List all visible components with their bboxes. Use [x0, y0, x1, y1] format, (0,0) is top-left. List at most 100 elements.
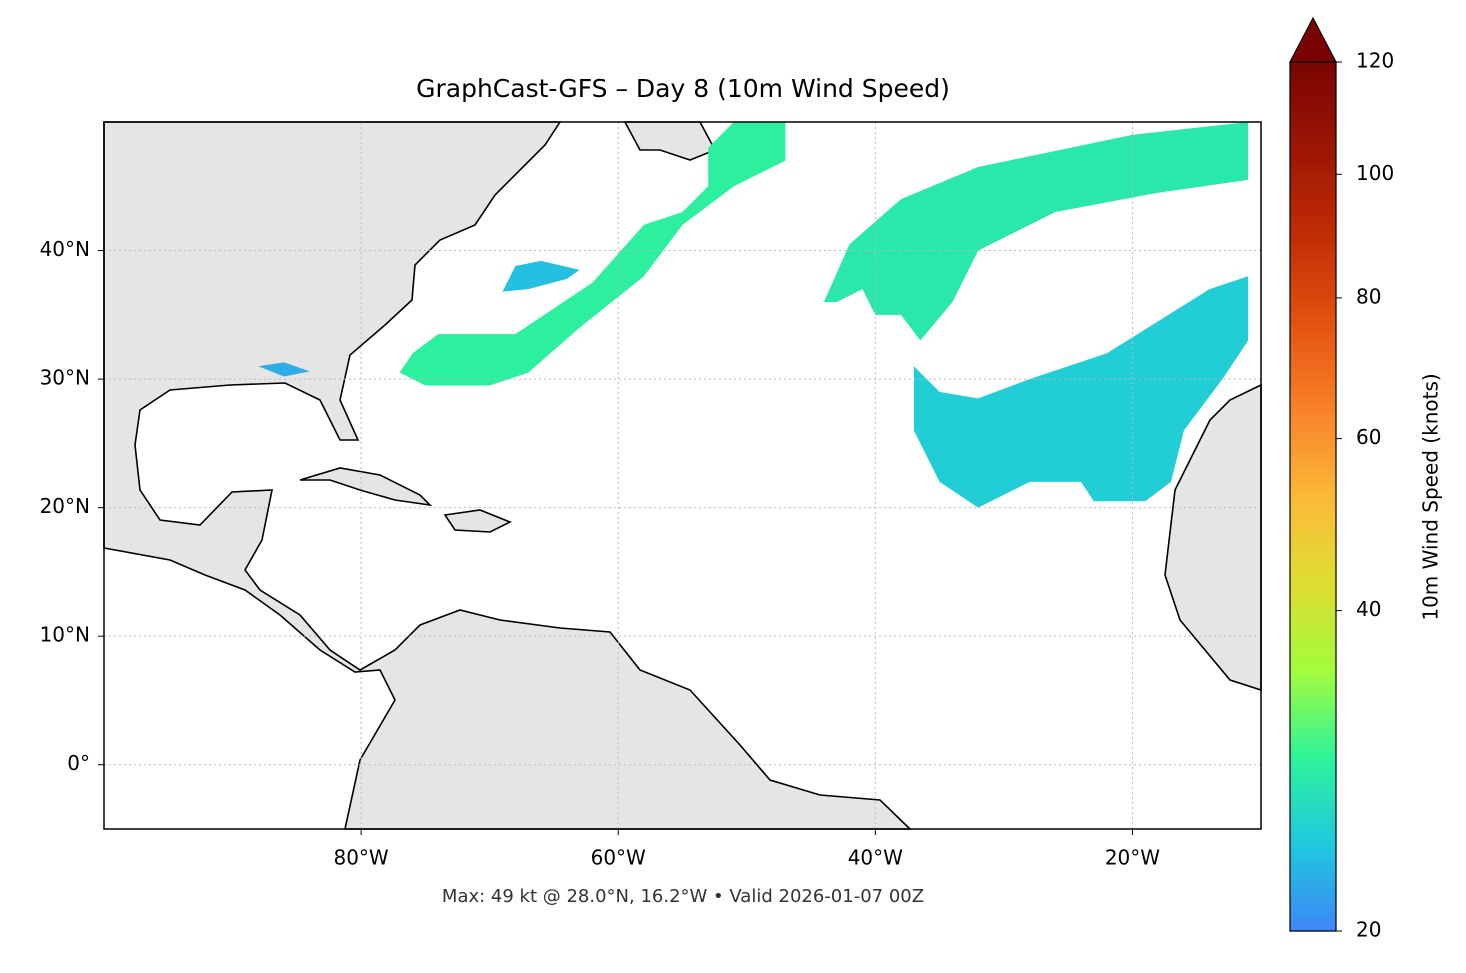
colorbar-segment [1290, 771, 1336, 780]
colorbar-segment [1290, 684, 1336, 693]
colorbar-tick-label: 120 [1356, 49, 1394, 73]
colorbar-segment [1290, 510, 1336, 519]
colorbar-segment [1290, 829, 1336, 838]
colorbar-segment [1290, 518, 1336, 527]
colorbar-segment [1290, 177, 1336, 186]
colorbar-segment [1290, 257, 1336, 266]
colorbar-segment [1290, 612, 1336, 621]
colorbar-segment [1290, 358, 1336, 367]
colorbar-segment [1290, 597, 1336, 606]
colorbar-segment [1290, 749, 1336, 758]
africa [1164, 383, 1262, 692]
colorbar-segment [1290, 778, 1336, 787]
cuba [299, 467, 433, 507]
colorbar-segment [1290, 605, 1336, 613]
wind-region [502, 260, 580, 292]
colorbar-segment [1290, 119, 1336, 128]
colorbar-segment [1290, 424, 1336, 432]
colorbar-segment [1290, 489, 1336, 498]
colorbar-segment [1290, 453, 1336, 461]
colorbar-segment [1290, 648, 1336, 657]
colorbar-segment [1290, 858, 1336, 867]
colorbar-segment [1290, 815, 1336, 823]
colorbar-segment [1290, 264, 1336, 273]
colorbar-label: 10m Wind Speed (knots) [1419, 373, 1443, 620]
colorbar-segment [1290, 539, 1336, 548]
colorbar-segment [1290, 525, 1336, 534]
colorbar-segment [1290, 221, 1336, 230]
wind-region [913, 276, 1249, 508]
colorbar-segment [1290, 800, 1336, 809]
colorbar-segment [1290, 554, 1336, 563]
y-tick-label: 30°N [40, 366, 90, 390]
wind-region [823, 122, 1249, 341]
wind-layer [258, 122, 1249, 508]
colorbar-tick-label: 20 [1356, 918, 1381, 942]
colorbar-segment [1290, 467, 1336, 476]
colorbar-segment [1290, 250, 1336, 259]
wind-region [258, 362, 310, 377]
colorbar-segment [1290, 344, 1336, 353]
colorbar-segment [1290, 583, 1336, 592]
colorbar-segment [1290, 641, 1336, 650]
colorbar-segment [1290, 735, 1336, 744]
colorbar-segment [1290, 503, 1336, 512]
colorbar-segment [1290, 315, 1336, 324]
colorbar-segment [1290, 141, 1336, 150]
colorbar-segment [1290, 532, 1336, 541]
colorbar-segment [1290, 185, 1336, 193]
colorbar-segment [1290, 148, 1336, 157]
colorbar-segment [1290, 206, 1336, 215]
colorbar-segment [1290, 655, 1336, 664]
colorbar-segment [1290, 214, 1336, 222]
x-tick-label: 60°W [591, 846, 646, 870]
y-tick-label: 10°N [40, 623, 90, 647]
colorbar-segment [1290, 909, 1336, 918]
colorbar-segment [1290, 228, 1336, 237]
colorbar-segment [1290, 547, 1336, 556]
x-tick-label: 20°W [1105, 846, 1160, 870]
colorbar-segment [1290, 322, 1336, 331]
hispaniola [443, 509, 512, 533]
colorbar-segment [1290, 706, 1336, 715]
plot-frame [103, 121, 1262, 830]
colorbar-segment [1290, 199, 1336, 208]
colorbar-segment [1290, 127, 1336, 136]
americas [103, 121, 912, 830]
map-area [103, 121, 1262, 830]
colorbar-segment [1290, 742, 1336, 751]
chart-title: GraphCast-GFS – Day 8 (10m Wind Speed) [416, 74, 950, 103]
colorbar-segment [1290, 474, 1336, 483]
colorbar-segment [1290, 764, 1336, 773]
colorbar-segment [1290, 329, 1336, 338]
colorbar-segment [1290, 677, 1336, 686]
colorbar-segment [1290, 865, 1336, 874]
colorbar-segment [1290, 663, 1336, 671]
colorbar-segment [1290, 409, 1336, 418]
colorbar-segment [1290, 235, 1336, 244]
colorbar-segment [1290, 431, 1336, 440]
colorbar-tick-label: 80 [1356, 284, 1381, 308]
colorbar-segment [1290, 69, 1336, 78]
colorbar-segment [1290, 62, 1336, 70]
colorbar-segment [1290, 887, 1336, 896]
colorbar-segment [1290, 699, 1336, 708]
colorbar-segment [1290, 757, 1336, 766]
colorbar-segment [1290, 902, 1336, 910]
colorbar-segment [1290, 793, 1336, 802]
colorbar-segment [1290, 619, 1336, 628]
colorbar-segment [1290, 626, 1336, 635]
colorbar-segment [1290, 134, 1336, 143]
colorbar-segment [1290, 576, 1336, 584]
colorbar-segment [1290, 460, 1336, 469]
colorbar-tick-label: 100 [1356, 161, 1394, 185]
colorbar-segment [1290, 873, 1336, 881]
colorbar-segment [1290, 894, 1336, 903]
colorbar-segment [1290, 836, 1336, 845]
colorbar-segment [1290, 337, 1336, 346]
colorbar-segment [1290, 445, 1336, 454]
y-tick-label: 40°N [40, 237, 90, 261]
annotation: Max: 49 kt @ 28.0°N, 16.2°W • Valid 2026… [442, 886, 924, 907]
colorbar-segment [1290, 634, 1336, 642]
